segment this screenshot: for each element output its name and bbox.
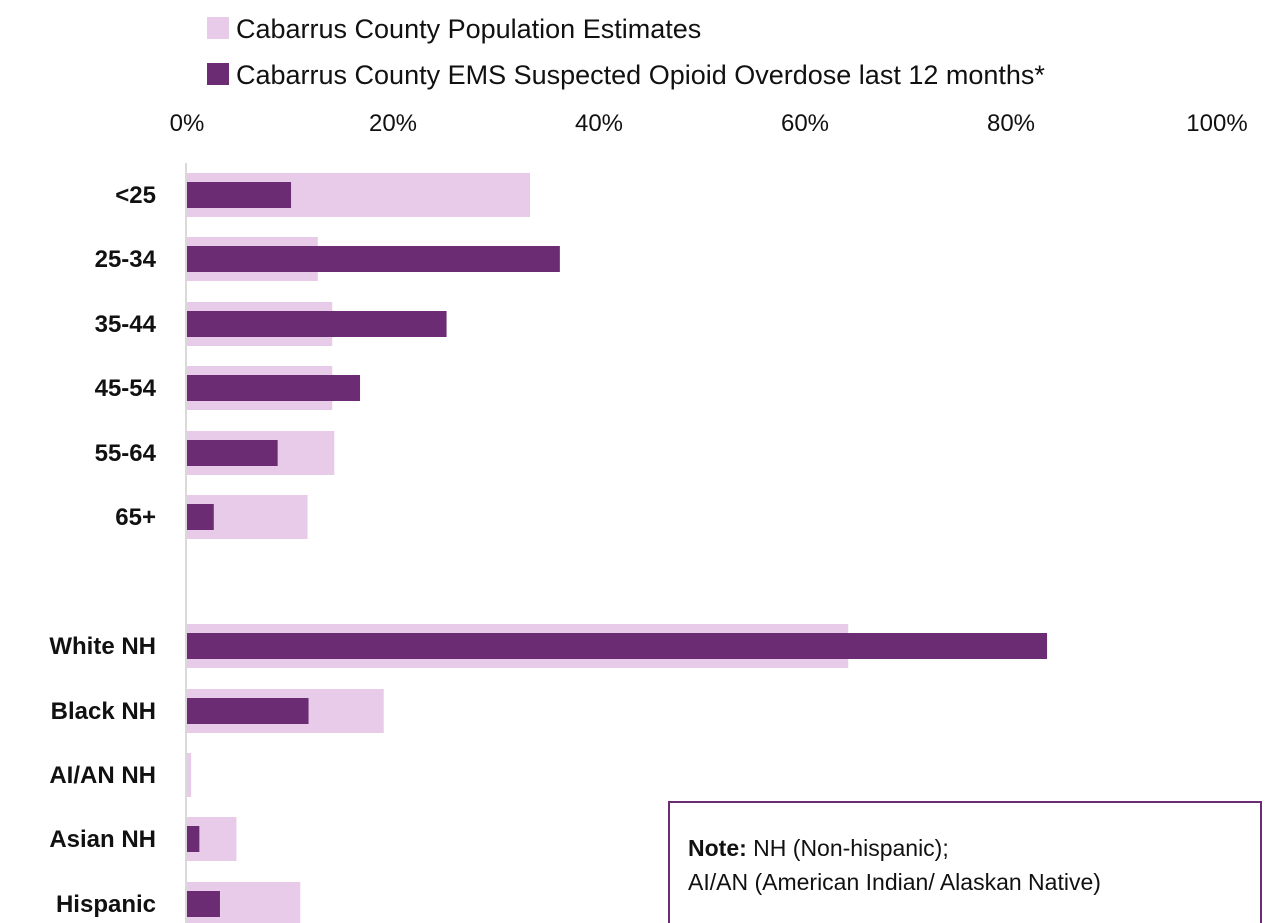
population-bar-8 [187,753,192,797]
note-line-1: Note: NH (Non-hispanic); [688,831,1242,865]
note-box: Note: NH (Non-hispanic); AI/AN (American… [668,801,1262,923]
x-tick-label-3: 60% [781,110,829,137]
ems-bar-3 [187,375,361,401]
bars [187,173,1048,923]
category-label-10: Hispanic [56,891,156,918]
legend: Cabarrus County Population Estimates Caba… [207,14,1045,90]
ems-bar-9 [187,826,200,852]
category-label-9: Asian NH [49,826,156,853]
category-labels: <25 25-34 35-44 45-54 55-64 65+ White NH Black … [49,182,156,918]
ems-bar-0 [187,182,292,208]
category-label-5: 65+ [115,504,156,531]
ems-bar-2 [187,311,447,337]
ems-bar-1 [187,246,560,272]
ems-bar-4 [187,440,278,466]
category-label-6: White NH [49,633,156,660]
legend-label-1: Cabarrus County EMS Suspected Opioid Ove… [236,60,1045,90]
legend-swatch-0 [207,17,229,39]
category-label-2: 35-44 [95,311,157,338]
x-tick-label-0: 0% [170,110,205,137]
category-label-4: 55-64 [95,440,157,467]
legend-swatch-1 [207,63,229,85]
category-label-0: <25 [115,182,156,209]
ems-bar-7 [187,698,309,724]
category-label-1: 25-34 [95,246,157,273]
category-label-8: AI/AN NH [49,762,156,789]
ems-bar-5 [187,504,214,530]
note-label: Note: [688,835,747,861]
x-tick-label-5: 100% [1186,110,1247,137]
category-label-7: Black NH [51,698,156,725]
note-text-1: NH (Non-hispanic); [746,835,949,861]
x-axis: 0% 20% 40% 60% 80% 100% [170,110,1248,923]
ems-bar-6 [187,633,1048,659]
ems-bar-10 [187,891,220,917]
legend-label-0: Cabarrus County Population Estimates [236,14,701,44]
category-label-3: 45-54 [95,375,157,402]
x-tick-label-1: 20% [369,110,417,137]
x-tick-label-2: 40% [575,110,623,137]
note-line-2: AI/AN (American Indian/ Alaskan Native) [688,869,1101,895]
x-tick-label-4: 80% [987,110,1035,137]
